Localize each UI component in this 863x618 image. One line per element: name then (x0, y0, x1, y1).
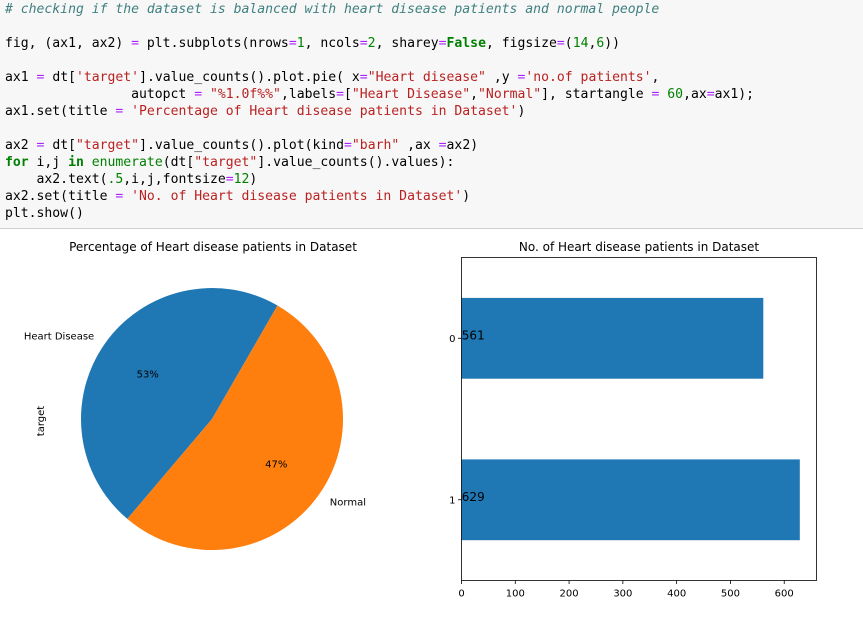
pie-slice (81, 288, 278, 519)
code-line[interactable]: autopct = "%1.0f%%",labels=["Heart Disea… (5, 87, 755, 102)
bar-title: No. of Heart disease patients in Dataset (519, 240, 760, 254)
x-tick-label: 200 (560, 589, 579, 600)
pie-labels: 53% Heart Disease 47% Normal (24, 332, 366, 509)
y-tick-label: 0 (449, 334, 455, 345)
pie-label: Normal (330, 497, 366, 508)
code-line[interactable]: plt.show() (5, 206, 84, 221)
bar (461, 297, 764, 379)
code-line[interactable]: for i,j in enumerate(dt["target"].value_… (5, 155, 455, 170)
code-cell[interactable]: # checking if the dataset is balanced wi… (0, 0, 863, 229)
code-line[interactable] (5, 120, 754, 137)
bar-yticks: 01 (449, 334, 462, 506)
code-line[interactable]: ax2.set(title = 'No. of Heart disease pa… (5, 189, 471, 204)
code-line[interactable]: # checking if the dataset is balanced wi… (5, 2, 660, 17)
x-tick-label: 100 (506, 589, 525, 600)
code-line[interactable] (5, 18, 754, 35)
bar-axes: No. of Heart disease patients in Dataset… (449, 240, 817, 600)
bar-bars (461, 297, 800, 541)
y-tick-label: 1 (449, 495, 455, 506)
cell-output: Percentage of Heart disease patients in … (0, 229, 863, 618)
pie-pct-label: 47% (265, 460, 287, 471)
bar-value-label: 629 (462, 490, 485, 504)
pie-slice (127, 305, 344, 551)
bar-value-labels: 561 629 (462, 328, 485, 504)
pie-ylabel: target (36, 406, 47, 436)
pie-pct-label: 53% (137, 369, 159, 380)
figure: Percentage of Heart disease patients in … (24, 240, 817, 600)
bar-value-label: 561 (462, 328, 485, 342)
pie-title: Percentage of Heart disease patients in … (69, 240, 357, 254)
x-tick-label: 300 (613, 589, 632, 600)
x-tick-label: 500 (721, 589, 740, 600)
code-line[interactable] (5, 52, 754, 69)
code-line[interactable]: ax1.set(title = 'Percentage of Heart dis… (5, 104, 526, 119)
bar-frame (461, 257, 817, 581)
code-line[interactable]: fig, (ax1, ax2) = plt.subplots(nrows=1, … (5, 36, 621, 51)
code-editor[interactable]: # checking if the dataset is balanced wi… (5, 1, 754, 222)
code-line[interactable]: ax2.text(.5,i,j,fontsize=12) (5, 172, 258, 187)
x-tick-label: 600 (775, 589, 794, 600)
pie-axes: Percentage of Heart disease patients in … (24, 240, 366, 551)
bar-xticks: 0 100 200 300 400 500 600 (458, 580, 794, 600)
code-line[interactable]: ax1 = dt['target'].value_counts().plot.p… (5, 70, 660, 85)
code-line[interactable]: ax2 = dt["target"].value_counts().plot(k… (5, 138, 479, 153)
pie-slices (81, 288, 344, 551)
x-tick-label: 0 (458, 589, 464, 600)
x-tick-label: 400 (667, 589, 686, 600)
bar (461, 459, 800, 541)
pie-label: Heart Disease (24, 332, 94, 343)
